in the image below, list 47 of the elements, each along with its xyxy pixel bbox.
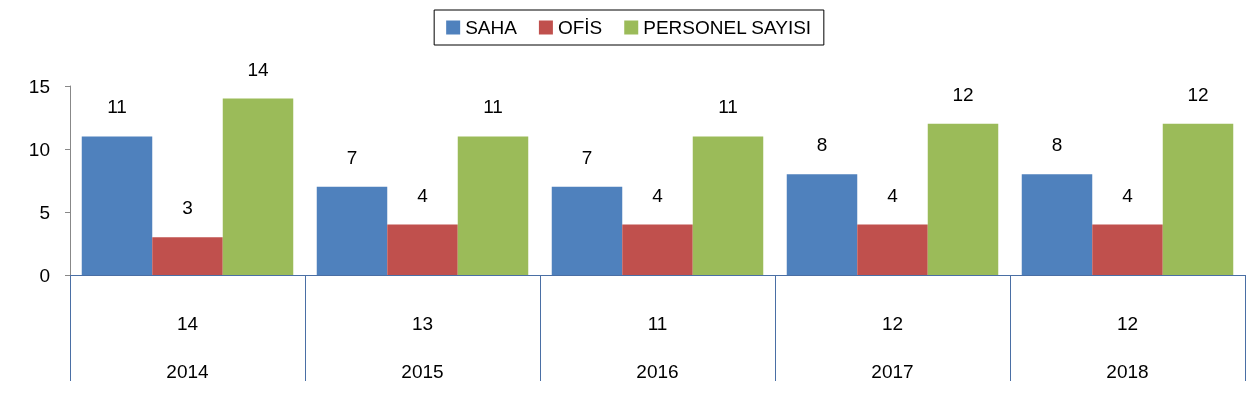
y-tick-label: 5 — [39, 201, 50, 223]
data-label: 7 — [581, 146, 593, 168]
bar — [222, 98, 294, 275]
legend-label: PERSONEL SAYISI — [643, 17, 812, 38]
bar — [692, 136, 764, 275]
data-label: 8 — [816, 134, 828, 156]
bar — [857, 224, 928, 275]
bar — [927, 123, 999, 275]
bar — [81, 136, 153, 275]
y-tick-label: 10 — [28, 138, 50, 160]
x-tick-label: 2016 — [636, 360, 679, 382]
text: 14 — [176, 312, 199, 334]
bar — [786, 174, 858, 275]
text: 12 — [881, 312, 904, 334]
bar — [1162, 123, 1234, 275]
text: 11 — [647, 312, 668, 334]
bar — [387, 224, 458, 275]
bar — [622, 224, 693, 275]
x-tick-label: 2015 — [401, 360, 444, 382]
data-label: 7 — [346, 146, 358, 168]
bar — [152, 237, 223, 275]
data-label: 11 — [718, 96, 738, 118]
y-tick-label: 0 — [39, 264, 50, 286]
data-label: 8 — [1051, 134, 1063, 156]
bar — [316, 186, 388, 275]
data-label: 4 — [417, 184, 429, 206]
data-label: 4 — [1122, 184, 1134, 206]
bar — [457, 136, 529, 275]
x-tick-label: 2017 — [871, 360, 914, 382]
data-label: 4 — [652, 184, 664, 206]
y-tick-label: 15 — [28, 75, 50, 97]
legend-label: OFİS — [557, 17, 603, 38]
legend-label: SAHA — [465, 17, 518, 38]
data-label: 11 — [483, 96, 503, 118]
x-tick-label: 2014 — [166, 360, 210, 382]
data-label: 14 — [247, 58, 269, 80]
data-label: 12 — [1187, 83, 1209, 105]
text: 13 — [411, 312, 434, 334]
data-label: 11 — [107, 96, 127, 118]
bar — [551, 186, 623, 275]
data-label: 12 — [952, 83, 974, 105]
text: 12 — [1116, 312, 1139, 334]
x-tick-label: 2018 — [1106, 360, 1149, 382]
bar — [1092, 224, 1163, 275]
data-label: 4 — [887, 184, 899, 206]
data-label: 3 — [182, 197, 193, 219]
bar — [1021, 174, 1093, 275]
